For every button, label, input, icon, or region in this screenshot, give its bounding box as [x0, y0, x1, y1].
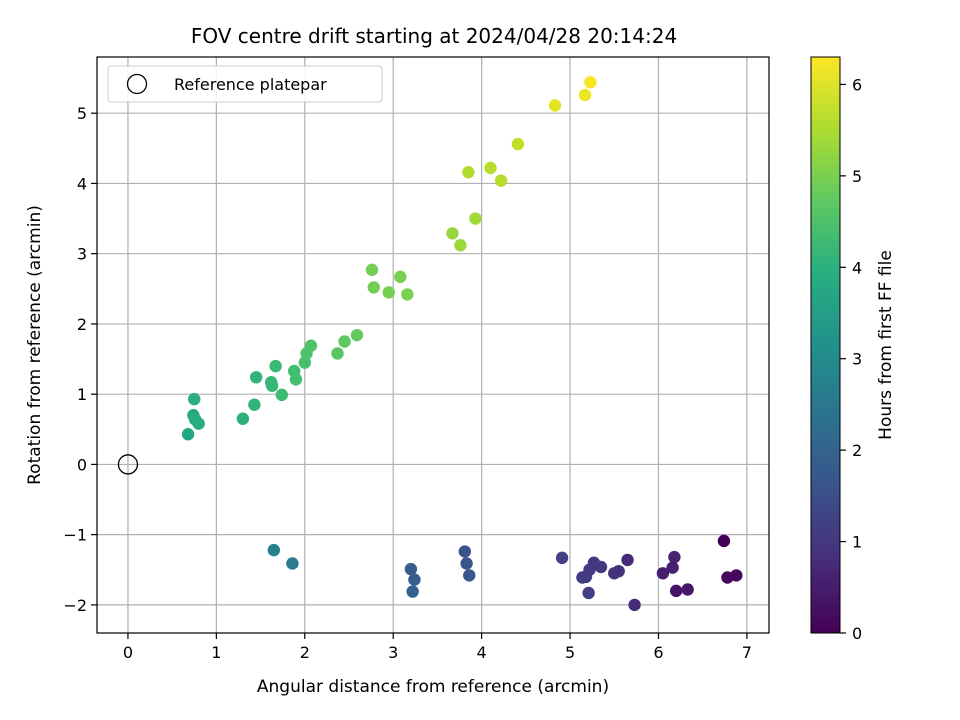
data-point [401, 288, 414, 301]
data-point [669, 584, 683, 598]
colorbar-tick-label: 2 [852, 441, 862, 460]
y-tick-label: −1 [63, 526, 87, 545]
y-tick-label: 3 [77, 245, 87, 264]
data-point [666, 561, 679, 574]
y-axis-label: Rotation from reference (arcmin) [25, 205, 45, 485]
data-point [367, 281, 380, 294]
grid-lines [97, 57, 769, 633]
data-point [717, 534, 731, 548]
x-tick-label: 6 [653, 643, 663, 662]
colorbar-tick-label: 3 [852, 350, 862, 369]
data-point [621, 553, 634, 567]
plot-frame [96, 56, 770, 634]
x-tick-label: 3 [388, 643, 398, 662]
data-point [612, 564, 625, 578]
data-point [248, 398, 261, 411]
legend-entry-reference: Reference platepar [174, 75, 327, 94]
chart-title: FOV centre drift starting at 2024/04/28 … [191, 24, 677, 48]
colorbar-tick-label: 4 [852, 258, 862, 277]
x-tick-label: 5 [565, 643, 575, 662]
y-tick-label: 5 [77, 104, 87, 123]
colorbar-ticks: 0 1 2 3 4 5 6 [840, 75, 862, 643]
legend-marker-icon [126, 73, 148, 95]
data-point [463, 569, 476, 582]
data-point [236, 412, 250, 425]
data-point [192, 417, 205, 430]
colorbar-tick-label: 5 [852, 167, 862, 186]
data-point [269, 359, 282, 373]
data-point [656, 567, 670, 580]
y-tick-label: 1 [77, 385, 87, 404]
y-tick-label: −2 [63, 596, 87, 615]
data-point [469, 212, 482, 225]
y-axis-ticks: −2 −1 0 1 2 3 4 5 [63, 104, 97, 615]
x-axis-ticks: 0 1 2 3 4 5 6 7 [123, 633, 752, 662]
data-point [338, 335, 351, 348]
data-point [404, 562, 418, 576]
data-point [350, 328, 364, 342]
data-points [181, 76, 743, 612]
x-tick-label: 2 [300, 643, 310, 662]
data-point [582, 586, 595, 600]
y-tick-label: 2 [77, 315, 87, 334]
data-point [188, 392, 201, 406]
data-point [394, 270, 407, 284]
x-tick-label: 7 [742, 643, 752, 662]
data-point [458, 545, 472, 558]
data-point [275, 388, 288, 402]
data-point [584, 76, 597, 89]
data-point [454, 239, 467, 252]
x-tick-label: 1 [211, 643, 221, 662]
data-point [511, 137, 525, 151]
x-axis-label: Angular distance from reference (arcmin) [257, 677, 609, 697]
data-point [579, 570, 593, 584]
colorbar-tick-label: 6 [852, 75, 862, 94]
colorbar-tick-label: 0 [852, 624, 862, 643]
data-point [267, 543, 281, 557]
data-point [181, 428, 195, 441]
data-point [494, 174, 508, 187]
data-point [668, 550, 681, 564]
data-point [548, 99, 562, 112]
data-point [304, 339, 318, 352]
legend: Reference platepar [107, 65, 383, 103]
colorbar-tick-label: 1 [852, 533, 862, 552]
reference-marker-group [117, 454, 139, 475]
data-point [289, 373, 303, 386]
reference-marker [117, 454, 139, 475]
data-point [408, 573, 421, 586]
data-point [382, 286, 395, 299]
data-point [730, 569, 743, 582]
data-point [681, 583, 694, 596]
x-tick-label: 4 [477, 643, 487, 662]
data-point [460, 557, 473, 570]
data-point [249, 371, 263, 384]
data-point [365, 263, 379, 277]
y-tick-label: 0 [77, 455, 87, 474]
legend-box [107, 65, 383, 103]
data-point [628, 598, 641, 612]
data-point [331, 347, 344, 360]
y-tick-label: 4 [77, 174, 87, 193]
colorbar-label: Hours from first FF file [876, 250, 896, 440]
colorbar-gradient [810, 56, 841, 634]
data-point [406, 585, 419, 598]
data-point [265, 379, 279, 392]
data-point [555, 551, 569, 565]
data-point [462, 166, 475, 179]
colorbar: 0 1 2 3 4 5 6 Hours from first FF file [810, 56, 896, 643]
x-tick-label: 0 [123, 643, 133, 662]
data-point [578, 88, 592, 102]
data-point [446, 227, 459, 240]
data-point [484, 161, 497, 175]
data-point [286, 557, 299, 570]
